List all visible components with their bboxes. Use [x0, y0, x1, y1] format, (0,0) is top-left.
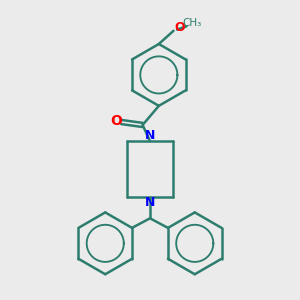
- Text: N: N: [145, 129, 155, 142]
- Text: O: O: [175, 21, 185, 34]
- Text: O: O: [110, 114, 122, 128]
- Text: CH₃: CH₃: [182, 18, 201, 28]
- Text: N: N: [145, 196, 155, 209]
